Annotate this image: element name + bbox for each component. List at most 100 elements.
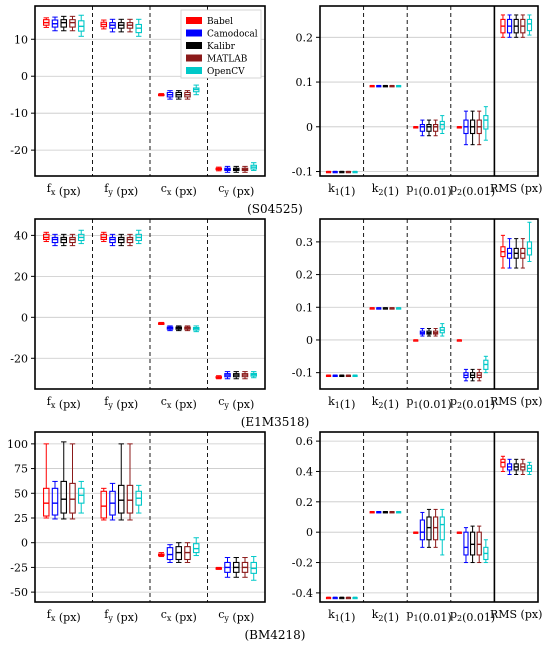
- x-category-label: cy (px): [218, 182, 254, 198]
- row-caption-bm4218: (BM4218): [244, 628, 305, 642]
- box-babel-2: [158, 321, 165, 325]
- axes-frame: [319, 5, 539, 177]
- box-babel-1: [100, 231, 108, 243]
- box-matlab-2: [433, 508, 439, 548]
- box-iqr: [69, 482, 76, 514]
- y-tick-label: 25: [14, 512, 28, 525]
- legend-label-matlab: MATLAB: [207, 55, 248, 65]
- box-opencv-3: [250, 556, 257, 581]
- box-matlab-3: [241, 557, 249, 578]
- box-iqr: [60, 19, 68, 28]
- box-babel-3: [456, 339, 462, 342]
- box-kalibr-3: [469, 368, 476, 382]
- box-kalibr-0: [60, 441, 68, 520]
- box-matlab-4: [520, 14, 526, 38]
- box-iqr: [476, 531, 482, 556]
- box-iqr: [439, 516, 445, 541]
- box-opencv-1: [396, 307, 402, 310]
- box-opencv-1: [135, 229, 142, 245]
- box-opencv-2: [439, 508, 445, 556]
- box-kalibr-4: [513, 458, 519, 475]
- box-camodocal-2: [166, 544, 174, 563]
- box-opencv-2: [192, 537, 200, 557]
- y-tick-label: -50: [10, 586, 28, 599]
- x-category-label: RMS (px): [490, 608, 542, 621]
- axes-frame: [34, 5, 266, 177]
- y-tick-label: 40: [14, 229, 28, 242]
- legend-swatch-camodocal: [186, 29, 202, 37]
- box-kalibr-3: [469, 110, 476, 146]
- x-category-label: k2(1): [372, 182, 399, 198]
- box-opencv-4: [526, 221, 533, 262]
- box-babel-2: [413, 531, 419, 534]
- box-camodocal-2: [419, 328, 425, 337]
- box-iqr: [69, 19, 76, 28]
- box-camodocal-0: [51, 480, 59, 520]
- axes-frame: [319, 431, 539, 603]
- box-kalibr-3: [469, 525, 476, 564]
- box-camodocal-0: [51, 16, 59, 32]
- box-matlab-3: [241, 165, 249, 173]
- x-category-label: p2(0.01): [450, 608, 495, 624]
- box-babel-2: [413, 339, 419, 342]
- y-tick-label: 0: [21, 311, 28, 324]
- box-opencv-4: [526, 461, 533, 475]
- box-matlab-1: [126, 18, 134, 33]
- chart-panel-s04525-distortion: -0.1 0 0.1 0.2 k1(1) k2(1) p1(0.01)p2(0.01)RMS…: [292, 5, 542, 198]
- box-opencv-1: [135, 18, 142, 37]
- box-camodocal-1: [376, 84, 382, 88]
- box-kalibr-4: [513, 14, 519, 38]
- legend-label-kalibr: Kalibr: [207, 42, 236, 52]
- y-tick-label: 0.2: [296, 31, 314, 44]
- x-category-label: cx (px): [161, 395, 197, 411]
- box-kalibr-1: [382, 307, 389, 310]
- y-tick-label: 50: [14, 487, 28, 500]
- box-iqr: [117, 484, 125, 514]
- box-iqr: [526, 18, 533, 32]
- box-matlab-0: [345, 374, 352, 378]
- box-camodocal-3: [224, 371, 231, 380]
- box-opencv-0: [352, 374, 358, 378]
- y-tick-label: -10: [10, 107, 28, 120]
- y-tick-label: 0.3: [296, 236, 314, 249]
- box-kalibr-1: [117, 443, 125, 521]
- x-category-label: fx (px): [47, 608, 81, 624]
- x-category-label: RMS (px): [490, 395, 542, 408]
- box-kalibr-2: [426, 508, 432, 548]
- box-kalibr-1: [382, 84, 389, 88]
- box-kalibr-2: [175, 325, 183, 332]
- y-tick-label: 0.2: [296, 496, 314, 509]
- y-tick-label: 0.1: [296, 76, 314, 89]
- y-tick-label: -20: [10, 352, 28, 365]
- box-kalibr-0: [339, 596, 345, 600]
- box-camodocal-3: [224, 557, 231, 578]
- box-camodocal-4: [506, 458, 513, 475]
- box-opencv-3: [250, 371, 257, 379]
- box-matlab-1: [389, 84, 395, 88]
- y-tick-label: -25: [10, 561, 28, 574]
- y-tick-label: 0.2: [296, 269, 314, 282]
- box-opencv-3: [483, 106, 489, 141]
- y-tick-label: -0.1: [292, 166, 313, 179]
- axes-frame: [319, 218, 539, 390]
- y-tick-label: 75: [14, 463, 28, 476]
- box-iqr: [426, 124, 432, 132]
- box-opencv-0: [352, 170, 358, 174]
- box-matlab-1: [126, 443, 134, 521]
- x-category-label: p1(0.01): [406, 395, 451, 411]
- x-category-label: cx (px): [161, 182, 197, 198]
- box-babel-3: [456, 531, 462, 534]
- box-matlab-4: [520, 238, 526, 269]
- box-camodocal-0: [51, 233, 59, 247]
- x-category-label: cy (px): [218, 608, 254, 624]
- box-camodocal-1: [109, 482, 116, 521]
- legend-swatch-matlab: [186, 54, 202, 62]
- chart-panel-e1m3518-distortion: -0.1 0 0.1 0.2 0.3 k1(1) k2(1) p1(0.01)p2(0.01)…: [292, 218, 542, 411]
- box-kalibr-2: [175, 542, 183, 563]
- box-opencv-3: [483, 355, 489, 374]
- x-category-label: k1(1): [328, 608, 355, 624]
- box-iqr: [419, 124, 425, 132]
- box-camodocal-3: [463, 368, 469, 382]
- box-matlab-1: [389, 510, 395, 514]
- box-iqr: [43, 487, 50, 517]
